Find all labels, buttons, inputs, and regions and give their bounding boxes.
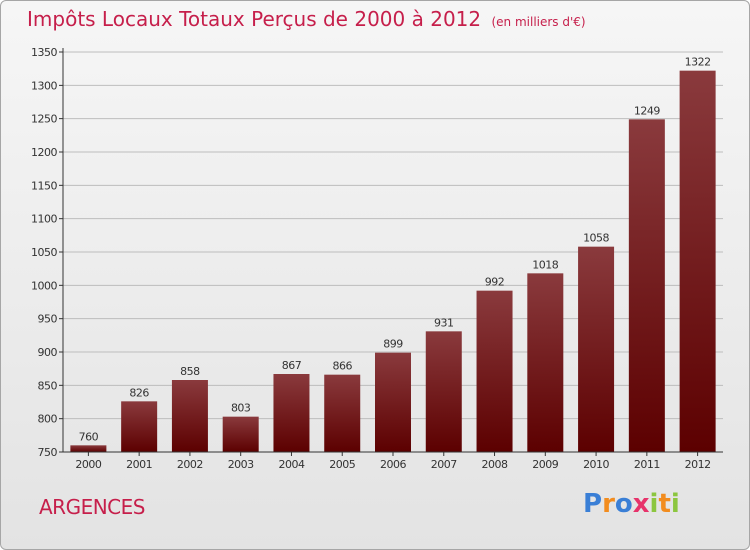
x-tick-label: 2001 xyxy=(126,458,152,471)
bar-2005 xyxy=(324,374,361,452)
x-tick-label: 2005 xyxy=(329,458,355,471)
chart-title: Impôts Locaux Totaux Perçus de 2000 à 20… xyxy=(27,7,586,31)
x-tick-label: 2000 xyxy=(75,458,101,471)
y-tick-label: 950 xyxy=(38,313,58,326)
value-label: 1058 xyxy=(583,232,609,245)
logo-letter: t xyxy=(658,489,671,519)
value-label: 931 xyxy=(434,316,454,329)
y-tick-label: 1350 xyxy=(31,46,57,59)
y-tick-label: 1300 xyxy=(31,79,57,92)
x-tick-label: 2010 xyxy=(583,458,609,471)
value-label: 992 xyxy=(485,276,505,289)
x-tick-label: 2008 xyxy=(482,458,508,471)
y-tick-label: 750 xyxy=(38,446,58,459)
bar-2000 xyxy=(70,445,107,452)
y-tick-label: 1200 xyxy=(31,146,57,159)
logo-letter: i xyxy=(649,489,659,519)
bars: 760 826 858 803 867 866 899 931 992 1018 1058 1249 1… xyxy=(70,56,716,453)
logo-letter: i xyxy=(670,489,680,519)
x-tick-label: 2011 xyxy=(634,458,660,471)
value-label: 1018 xyxy=(532,258,558,271)
y-tick-label: 1000 xyxy=(31,279,57,292)
y-tick-label: 1250 xyxy=(31,113,57,126)
bar-2011 xyxy=(628,119,665,452)
x-tick-label: 2012 xyxy=(685,458,711,471)
axes: 750 800 850 900 950 1000 1050 1100 1150 1200 1250 1… xyxy=(31,46,723,471)
y-tick-label: 850 xyxy=(38,379,58,392)
proxiti-logo: Proxiti xyxy=(583,489,680,519)
town-name: ARGENCES xyxy=(39,495,145,519)
y-tick-label: 900 xyxy=(38,346,58,359)
bar-2003 xyxy=(222,416,259,452)
value-label: 803 xyxy=(231,402,251,415)
value-label: 1322 xyxy=(685,56,711,69)
bar-2007 xyxy=(425,331,462,452)
x-tick-label: 2009 xyxy=(532,458,558,471)
bar-2009 xyxy=(527,273,564,452)
value-label: 858 xyxy=(180,365,200,378)
x-tick-label: 2004 xyxy=(278,458,304,471)
y-tick-label: 1100 xyxy=(31,213,57,226)
bar-2010 xyxy=(578,246,615,452)
x-tick-label: 2003 xyxy=(228,458,254,471)
value-label: 760 xyxy=(79,430,99,443)
bar-2001 xyxy=(121,401,158,452)
bar-2002 xyxy=(171,380,208,452)
logo-letter: r xyxy=(602,489,615,519)
value-label: 899 xyxy=(383,338,403,351)
bar-2008 xyxy=(476,290,513,452)
x-tick-label: 2002 xyxy=(177,458,203,471)
y-tick-label: 1050 xyxy=(31,246,57,259)
unit-label: (en milliers d'€) xyxy=(491,15,586,29)
logo-letter: o xyxy=(614,489,633,519)
y-tick-label: 800 xyxy=(38,413,58,426)
bar-2004 xyxy=(273,374,310,452)
x-tick-label: 2007 xyxy=(431,458,457,471)
value-label: 866 xyxy=(332,360,352,373)
value-label: 826 xyxy=(129,386,149,399)
bar-2012 xyxy=(679,70,716,453)
y-tick-label: 1150 xyxy=(31,179,57,192)
logo-letter: x xyxy=(632,489,650,519)
bar-2006 xyxy=(375,352,411,452)
value-label: 1249 xyxy=(634,104,660,117)
value-label: 867 xyxy=(282,359,302,372)
x-tick-label: 2006 xyxy=(380,458,406,471)
logo-letter: P xyxy=(583,489,603,519)
